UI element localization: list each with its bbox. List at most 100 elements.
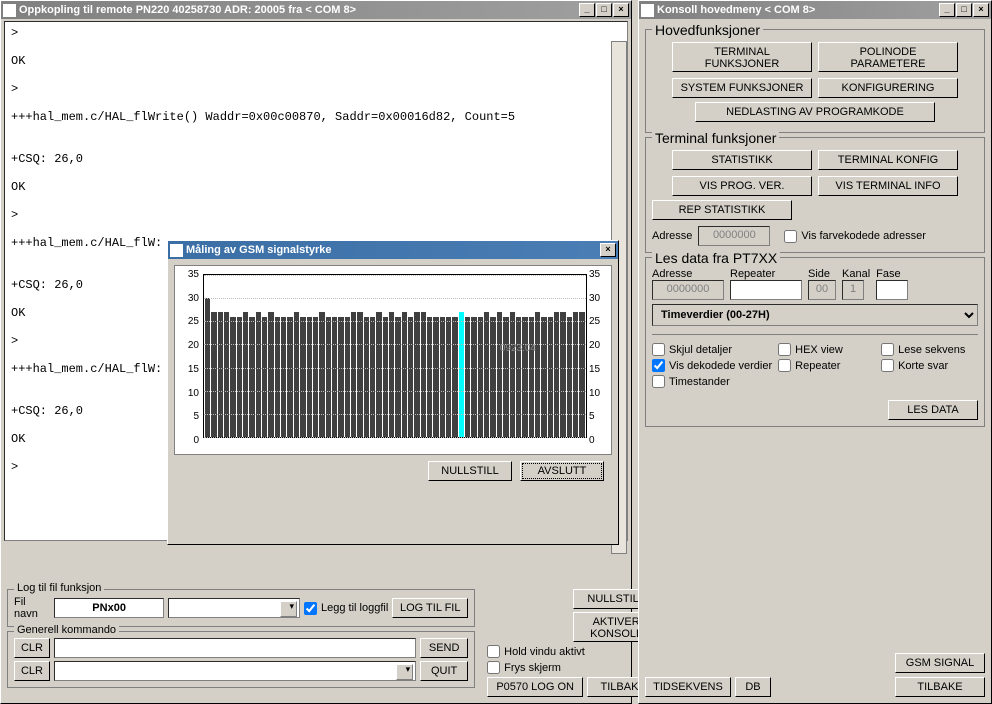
- terminal-functions-button[interactable]: TERMINAL FUNKSJONER: [672, 42, 812, 72]
- signal-bar: [541, 317, 546, 437]
- general-command-group: Generell kommando CLR SEND CLR QUIT: [7, 631, 475, 688]
- send-button[interactable]: SEND: [420, 638, 468, 658]
- repeater-input[interactable]: [730, 280, 802, 300]
- signal-bar: [357, 312, 362, 437]
- signal-bar: [281, 317, 286, 437]
- signal-bar: [433, 317, 438, 437]
- signal-bar: [579, 312, 584, 437]
- terminal-konfig-button[interactable]: TERMINAL KONFIG: [818, 150, 958, 170]
- log-dropdown[interactable]: [168, 598, 300, 618]
- titlebar[interactable]: Oppkopling til remote PN220 40258730 ADR…: [1, 1, 631, 19]
- dialog-titlebar[interactable]: Måling av GSM signalstyrke ×: [168, 241, 618, 259]
- signal-bar: [484, 312, 489, 437]
- dialog-icon: [170, 244, 183, 257]
- log-to-file-button[interactable]: LOG TIL FIL: [392, 598, 468, 618]
- command-dropdown[interactable]: [54, 661, 416, 681]
- configuration-button[interactable]: KONFIGURERING: [818, 78, 958, 98]
- fase-input[interactable]: [876, 280, 908, 300]
- timeverdier-dropdown[interactable]: Timeverdier (00-27H): [652, 304, 978, 326]
- system-functions-button[interactable]: SYSTEM FUNKSJONER: [672, 78, 812, 98]
- hex-view-checkbox[interactable]: HEX view: [778, 343, 875, 356]
- clr-button-2[interactable]: CLR: [14, 661, 50, 681]
- signal-bar: [421, 312, 426, 437]
- signal-bar: [262, 317, 267, 437]
- command-input-1[interactable]: [54, 638, 416, 658]
- signal-bar: [338, 317, 343, 437]
- maximize-button[interactable]: □: [596, 3, 612, 17]
- p0570-logon-button[interactable]: P0570 LOG ON: [487, 677, 583, 697]
- right-titlebar[interactable]: Konsoll hovedmeny < COM 8> _ □ ×: [639, 1, 991, 19]
- signal-bar: [554, 312, 559, 437]
- db-button[interactable]: DB: [735, 677, 771, 697]
- tilbake-button-right[interactable]: TILBAKE: [895, 677, 985, 697]
- lese-sekvens-checkbox[interactable]: Lese sekvens: [881, 343, 978, 356]
- main-functions-group: Hovedfunksjoner TERMINAL FUNKSJONER POLI…: [645, 29, 985, 133]
- clr-button-1[interactable]: CLR: [14, 638, 50, 658]
- signal-bar: [237, 317, 242, 437]
- lesdata-kanal-label: Kanal: [842, 268, 870, 280]
- right-window-icon: [641, 4, 654, 17]
- signal-bar: [497, 312, 502, 437]
- dialog-title: Måling av GSM signalstyrke: [186, 244, 332, 256]
- signal-bar: [370, 317, 375, 437]
- dialog-nullstill-button[interactable]: NULLSTILL: [428, 461, 512, 481]
- freeze-screen-checkbox[interactable]: Frys skjerm: [487, 661, 659, 674]
- signal-bar: [224, 312, 229, 437]
- terminal-functions-group: Terminal funksjoner STATISTIKK TERMINAL …: [645, 137, 985, 253]
- vis-dekodede-checkbox[interactable]: Vis dekodede verdier: [652, 359, 772, 372]
- dialog-avslutt-button[interactable]: AVSLUTT: [520, 461, 604, 481]
- chart-timestamp-label: 0923.04: [500, 343, 536, 354]
- close-button[interactable]: ×: [613, 3, 629, 17]
- signal-bar: [408, 317, 413, 437]
- tidsekvens-button[interactable]: TIDSEKVENS: [645, 677, 731, 697]
- side-value: 00: [808, 280, 836, 300]
- signal-bar: [516, 317, 521, 437]
- signal-bar: [567, 317, 572, 437]
- right-maximize-button[interactable]: □: [956, 3, 972, 17]
- signal-bar: [459, 312, 464, 437]
- signal-bar: [510, 312, 515, 437]
- signal-bar: [383, 317, 388, 437]
- signal-bar: [319, 312, 324, 437]
- quit-button[interactable]: QUIT: [420, 661, 468, 681]
- lesdata-side-label: Side: [808, 268, 836, 280]
- read-data-group: Les data fra PT7XX Adresse 0000000 Repea…: [645, 257, 985, 427]
- signal-bar: [452, 317, 457, 437]
- download-programcode-button[interactable]: NEDLASTING AV PROGRAMKODE: [695, 102, 935, 122]
- skjul-detaljer-checkbox[interactable]: Skjul detaljer: [652, 343, 772, 356]
- signal-bar: [300, 317, 305, 437]
- right-minimize-button[interactable]: _: [939, 3, 955, 17]
- console-main-menu-window: Konsoll hovedmeny < COM 8> _ □ × Hovedfu…: [638, 0, 992, 704]
- signal-bar: [522, 317, 527, 437]
- dialog-close-button[interactable]: ×: [600, 243, 616, 257]
- log-to-file-group: Log til fil funksjon Fil navn Legg til l…: [7, 589, 475, 627]
- signal-bar: [256, 312, 261, 437]
- minimize-button[interactable]: _: [579, 3, 595, 17]
- statistikk-button[interactable]: STATISTIKK: [672, 150, 812, 170]
- signal-bar: [440, 317, 445, 437]
- korte-svar-checkbox[interactable]: Korte svar: [881, 359, 978, 372]
- repeater-checkbox[interactable]: Repeater: [778, 359, 875, 372]
- filename-input[interactable]: [54, 598, 164, 618]
- append-log-checkbox[interactable]: Legg til loggfil: [304, 602, 388, 615]
- signal-bar: [351, 312, 356, 437]
- signal-bar: [560, 312, 565, 437]
- timestander-checkbox[interactable]: Timestander: [652, 375, 772, 388]
- lesdata-fase-label: Fase: [876, 268, 908, 280]
- color-coded-checkbox[interactable]: Vis farvekodede adresser: [784, 230, 926, 243]
- hold-window-checkbox[interactable]: Hold vindu aktivt: [487, 645, 659, 658]
- signal-bar: [294, 312, 299, 437]
- polinode-params-button[interactable]: POLINODE PARAMETERE: [818, 42, 958, 72]
- signal-bar: [389, 312, 394, 437]
- rep-statistikk-button[interactable]: REP STATISTIKK: [652, 200, 792, 220]
- signal-bar: [490, 317, 495, 437]
- vis-prog-ver-button[interactable]: VIS PROG. VER.: [672, 176, 812, 196]
- vis-terminal-info-button[interactable]: VIS TERMINAL INFO: [818, 176, 958, 196]
- signal-bar: [446, 317, 451, 437]
- adresse-label: Adresse: [652, 230, 692, 242]
- gsm-signal-button[interactable]: GSM SIGNAL: [895, 653, 985, 673]
- les-data-button[interactable]: LES DATA: [888, 400, 978, 420]
- right-close-button[interactable]: ×: [973, 3, 989, 17]
- signal-bar: [402, 312, 407, 437]
- signal-bar: [313, 317, 318, 437]
